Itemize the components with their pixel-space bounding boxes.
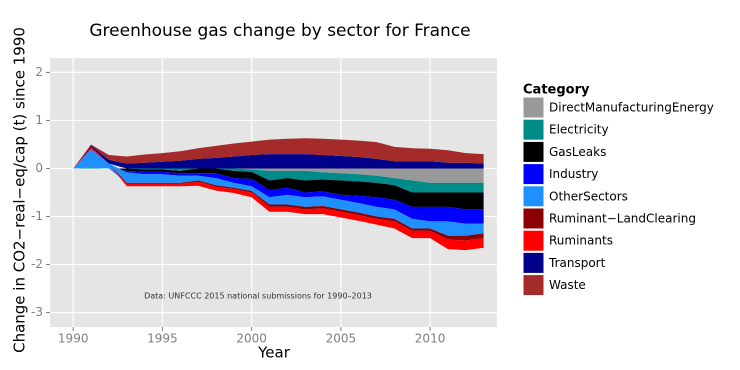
legend-key [522,185,545,208]
legend-label: OtherSectors [549,189,628,203]
annotation: Data: UNFCCC 2015 national submissions f… [144,292,372,301]
area [73,149,484,236]
legend-title: Category [523,83,590,98]
legend-label: Waste [549,278,586,292]
legend-label: Ruminant−LandClearing [549,212,696,226]
legend-label: Industry [549,167,598,181]
area [73,167,484,224]
y-tick-label: 2 [35,65,43,79]
legend-key [522,229,545,252]
legend-key [522,96,545,119]
legend-key [522,207,545,230]
area [73,167,484,193]
y-tick-label: -1 [31,209,43,223]
legend-key [522,140,545,163]
x-tick-label: 2000 [236,332,267,346]
x-tick-label: 2010 [415,332,446,346]
area [73,149,484,241]
area [73,145,484,169]
x-tick-label: 1995 [147,332,178,346]
legend-label: DirectManufacturingEnergy [549,101,714,115]
legend-label: GasLeaks [549,145,606,159]
legend-key [522,163,545,186]
y-tick-label: 0 [35,161,43,175]
legend-label: Electricity [549,123,609,137]
x-axis-label: Year [257,344,291,362]
legend-key [522,274,545,297]
legend-label: Ruminants [549,234,613,248]
area [73,167,484,210]
area [73,146,484,251]
legend-key [522,251,545,274]
x-tick-label: 1990 [58,332,89,346]
chart-title: Greenhouse gas change by sector for Fran… [89,21,470,41]
y-tick-label: -3 [31,305,43,319]
area [73,168,484,183]
y-axis-label: Change in CO2−real−eq/cap (t) since 1990 [11,27,29,353]
y-tick-label: 1 [35,113,43,127]
legend-key [522,118,545,141]
area [73,138,484,169]
x-tick-label: 2005 [326,332,357,346]
y-tick-label: -2 [31,257,43,271]
legend-label: Transport [548,256,606,270]
